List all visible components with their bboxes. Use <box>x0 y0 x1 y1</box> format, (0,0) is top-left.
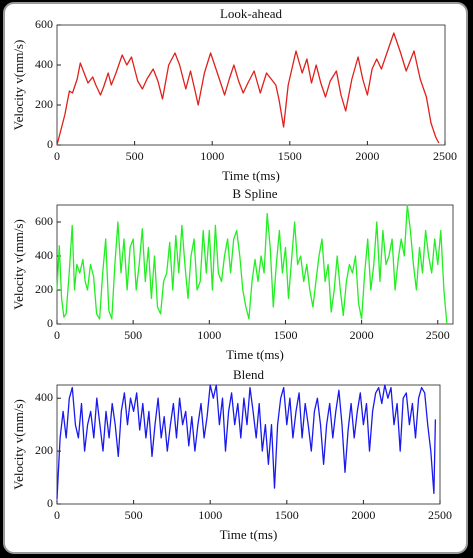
x-axis-label: Time t(ms) <box>226 347 284 362</box>
x-axis-label: Time t(ms) <box>220 527 278 542</box>
y-tick-label: 400 <box>35 248 53 262</box>
x-tick-label: 2000 <box>351 508 375 522</box>
chart-title: Blend <box>233 367 265 382</box>
x-tick-label: 0 <box>54 149 60 163</box>
x-tick-label: 1500 <box>273 328 297 342</box>
y-tick-label: 0 <box>47 137 53 151</box>
y-tick-label: 600 <box>35 214 53 228</box>
x-tick-label: 1000 <box>200 149 224 163</box>
x-tick-label: 2500 <box>428 508 452 522</box>
x-tick-label: 500 <box>124 328 142 342</box>
y-tick-label: 200 <box>35 282 53 296</box>
y-tick-label: 0 <box>47 316 53 330</box>
x-tick-label: 2000 <box>355 149 379 163</box>
series-line <box>56 204 448 325</box>
y-axis-label: Velocity v(mm/s) <box>11 40 26 131</box>
y-tick-label: 200 <box>35 97 53 111</box>
x-tick-label: 2500 <box>426 328 450 342</box>
x-tick-label: 1500 <box>275 508 299 522</box>
series-line <box>56 32 440 146</box>
y-axis-label: Velocity v(mm/s) <box>11 219 26 310</box>
y-tick-label: 400 <box>35 57 53 71</box>
y-tick-label: 0 <box>47 496 53 510</box>
x-tick-label: 500 <box>126 149 144 163</box>
x-tick-label: 2000 <box>350 328 374 342</box>
chart-title: Look-ahead <box>220 6 283 21</box>
x-tick-label: 2500 <box>433 149 457 163</box>
x-axis-label: Time t(ms) <box>222 168 280 183</box>
x-tick-label: 1000 <box>197 328 221 342</box>
x-tick-label: 1500 <box>278 149 302 163</box>
plot-area <box>56 24 446 146</box>
plot-area <box>56 204 454 325</box>
chart-title: B Spline <box>232 186 277 201</box>
y-tick-label: 200 <box>35 443 53 457</box>
x-tick-label: 500 <box>125 508 143 522</box>
y-tick-label: 600 <box>35 17 53 31</box>
y-tick-label: 400 <box>35 390 53 404</box>
y-axis-label: Velocity v(mm/s) <box>11 399 26 490</box>
x-tick-label: 0 <box>54 508 60 522</box>
x-tick-label: 0 <box>54 328 60 342</box>
series-line <box>56 384 437 499</box>
x-tick-label: 1000 <box>198 508 222 522</box>
